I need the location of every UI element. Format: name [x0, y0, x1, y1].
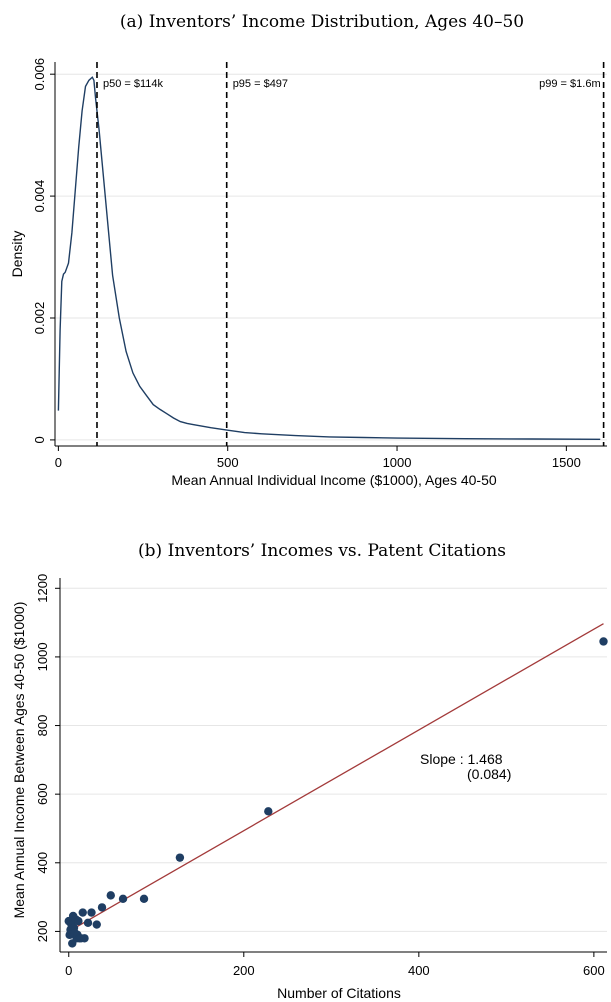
y-tick-label: 0.002	[32, 302, 47, 335]
y-tick-label: 1200	[35, 574, 50, 603]
y-tick-label: 600	[35, 783, 50, 805]
y-tick-label: 0.006	[32, 58, 47, 91]
panel-a-y-label: Density	[9, 231, 25, 278]
density-curve	[57, 76, 601, 440]
scatter-point	[97, 903, 107, 912]
percentile-label: p95 = $497	[233, 78, 288, 90]
scatter-point	[139, 894, 149, 904]
y-tick-label: 0.004	[32, 180, 47, 213]
y-tick-label: 0	[32, 436, 47, 443]
x-tick-label: 600	[583, 963, 605, 978]
x-tick-label: 1500	[552, 455, 581, 470]
regression-line	[68, 623, 604, 932]
panel-b: (b) Inventors’ Incomes vs. Patent Citati…	[11, 541, 608, 1001]
panel-a-gridlines	[55, 73, 607, 441]
slope-label: Slope : 1.468	[420, 751, 503, 767]
x-tick-label: 0	[65, 963, 72, 978]
x-tick-label: 500	[217, 455, 239, 470]
scatter-point	[74, 916, 83, 926]
x-tick-label: 200	[233, 963, 255, 978]
x-tick-label: 400	[408, 963, 430, 978]
scatter-point	[118, 894, 128, 904]
scatter-point	[264, 807, 273, 816]
panel-b-x-label: Number of Citations	[277, 985, 401, 1001]
panel-b-title: (b) Inventors’ Incomes vs. Patent Citati…	[138, 541, 506, 561]
scatter-point	[175, 853, 185, 862]
slope-se-label: (0.084)	[467, 766, 511, 782]
panel-b-y-ticks: 200 400 600 800 1000 1200	[35, 574, 60, 942]
panel-b-x-ticks: 0 200 400 600	[65, 952, 605, 978]
scatter-point	[78, 908, 87, 917]
y-tick-label: 400	[35, 852, 50, 874]
percentile-label: p99 = $1.6m	[539, 78, 600, 90]
scatter-point	[87, 908, 96, 917]
panel-b-y-label: Mean Annual Income Between Ages 40-50 ($…	[11, 602, 27, 919]
scatter-point	[106, 891, 115, 900]
panel-a-x-ticks: 0 500 1000 1500	[55, 446, 581, 470]
panel-a-x-label: Mean Annual Individual Income ($1000), A…	[171, 472, 497, 488]
scatter-point	[92, 920, 101, 929]
scatter-point	[599, 637, 608, 646]
percentile-label: p50 = $114k	[103, 78, 164, 90]
y-tick-label: 1000	[35, 642, 50, 671]
scatter-points	[64, 637, 608, 948]
panel-a: (a) Inventors’ Income Distribution, Ages…	[9, 12, 607, 488]
percentile-lines: p50 = $114k p95 = $497 p99 = $1.6m	[96, 62, 605, 446]
x-tick-label: 0	[55, 455, 62, 470]
panel-a-title: (a) Inventors’ Income Distribution, Ages…	[120, 12, 524, 32]
panel-a-y-ticks: 0 0.002 0.004 0.006	[32, 58, 55, 444]
x-tick-label: 1000	[383, 455, 412, 470]
scatter-point	[80, 934, 89, 943]
panel-b-gridlines	[60, 587, 607, 932]
y-tick-label: 200	[35, 921, 50, 943]
scatter-point	[83, 918, 93, 928]
y-tick-label: 800	[35, 715, 50, 737]
